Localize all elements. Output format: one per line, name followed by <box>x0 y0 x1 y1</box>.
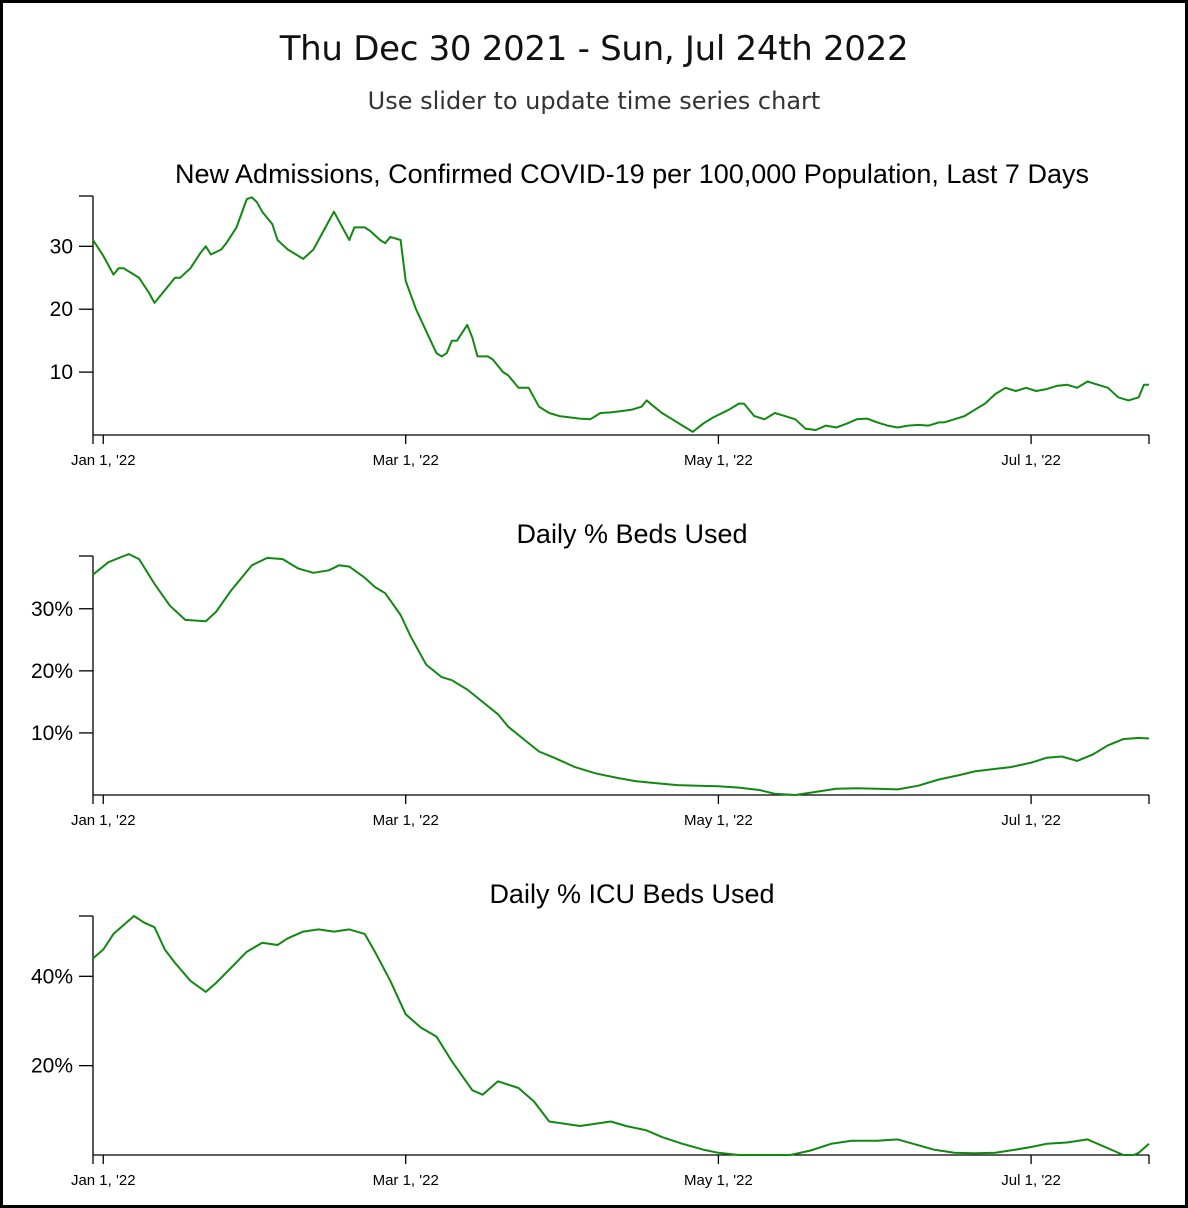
chart-beds-used: Daily % Beds Used 10% 20% 30% Jan 1, '22 Mar … <box>31 519 1150 829</box>
series-line <box>92 915 1150 1156</box>
x-tick-label: Jul 1, '22 <box>1001 812 1061 829</box>
x-tick-label: Mar 1, '22 <box>373 452 439 469</box>
series-line <box>92 196 1149 433</box>
y-tick-label: 30 <box>50 235 73 258</box>
x-tick-label: Mar 1, '22 <box>373 1172 439 1189</box>
x-tick-label: Jan 1, '22 <box>71 812 136 829</box>
x-tick-label: Jul 1, '22 <box>1001 1172 1061 1189</box>
series-line <box>92 553 1150 796</box>
y-tick-label: 20% <box>31 1055 73 1078</box>
y-tick-label: 20% <box>31 660 73 683</box>
chart-icu-beds-used: Daily % ICU Beds Used 20% 40% Jan 1, '22 Mar… <box>31 879 1150 1189</box>
y-tick-label: 40% <box>31 965 73 988</box>
x-tick-label: Jan 1, '22 <box>71 452 136 469</box>
y-tick-label: 20 <box>50 298 73 321</box>
page-subtitle: Use slider to update time series chart <box>367 87 821 115</box>
y-tick-label: 10% <box>31 722 73 745</box>
x-tick-label: Jan 1, '22 <box>71 1172 136 1189</box>
y-tick-label: 10 <box>50 361 73 384</box>
chart-new-admissions: New Admissions, Confirmed COVID-19 per 1… <box>50 159 1150 469</box>
x-tick-label: May 1, '22 <box>684 812 753 829</box>
chart-title: Daily % Beds Used <box>516 519 747 549</box>
chart-title: Daily % ICU Beds Used <box>489 879 774 909</box>
x-tick-label: Jul 1, '22 <box>1001 452 1061 469</box>
chart-title: New Admissions, Confirmed COVID-19 per 1… <box>175 159 1089 189</box>
x-tick-label: May 1, '22 <box>684 1172 753 1189</box>
x-tick-label: May 1, '22 <box>684 452 753 469</box>
x-tick-label: Mar 1, '22 <box>373 812 439 829</box>
page-title: Thu Dec 30 2021 - Sun, Jul 24th 2022 <box>279 29 909 69</box>
y-tick-label: 30% <box>31 598 73 621</box>
